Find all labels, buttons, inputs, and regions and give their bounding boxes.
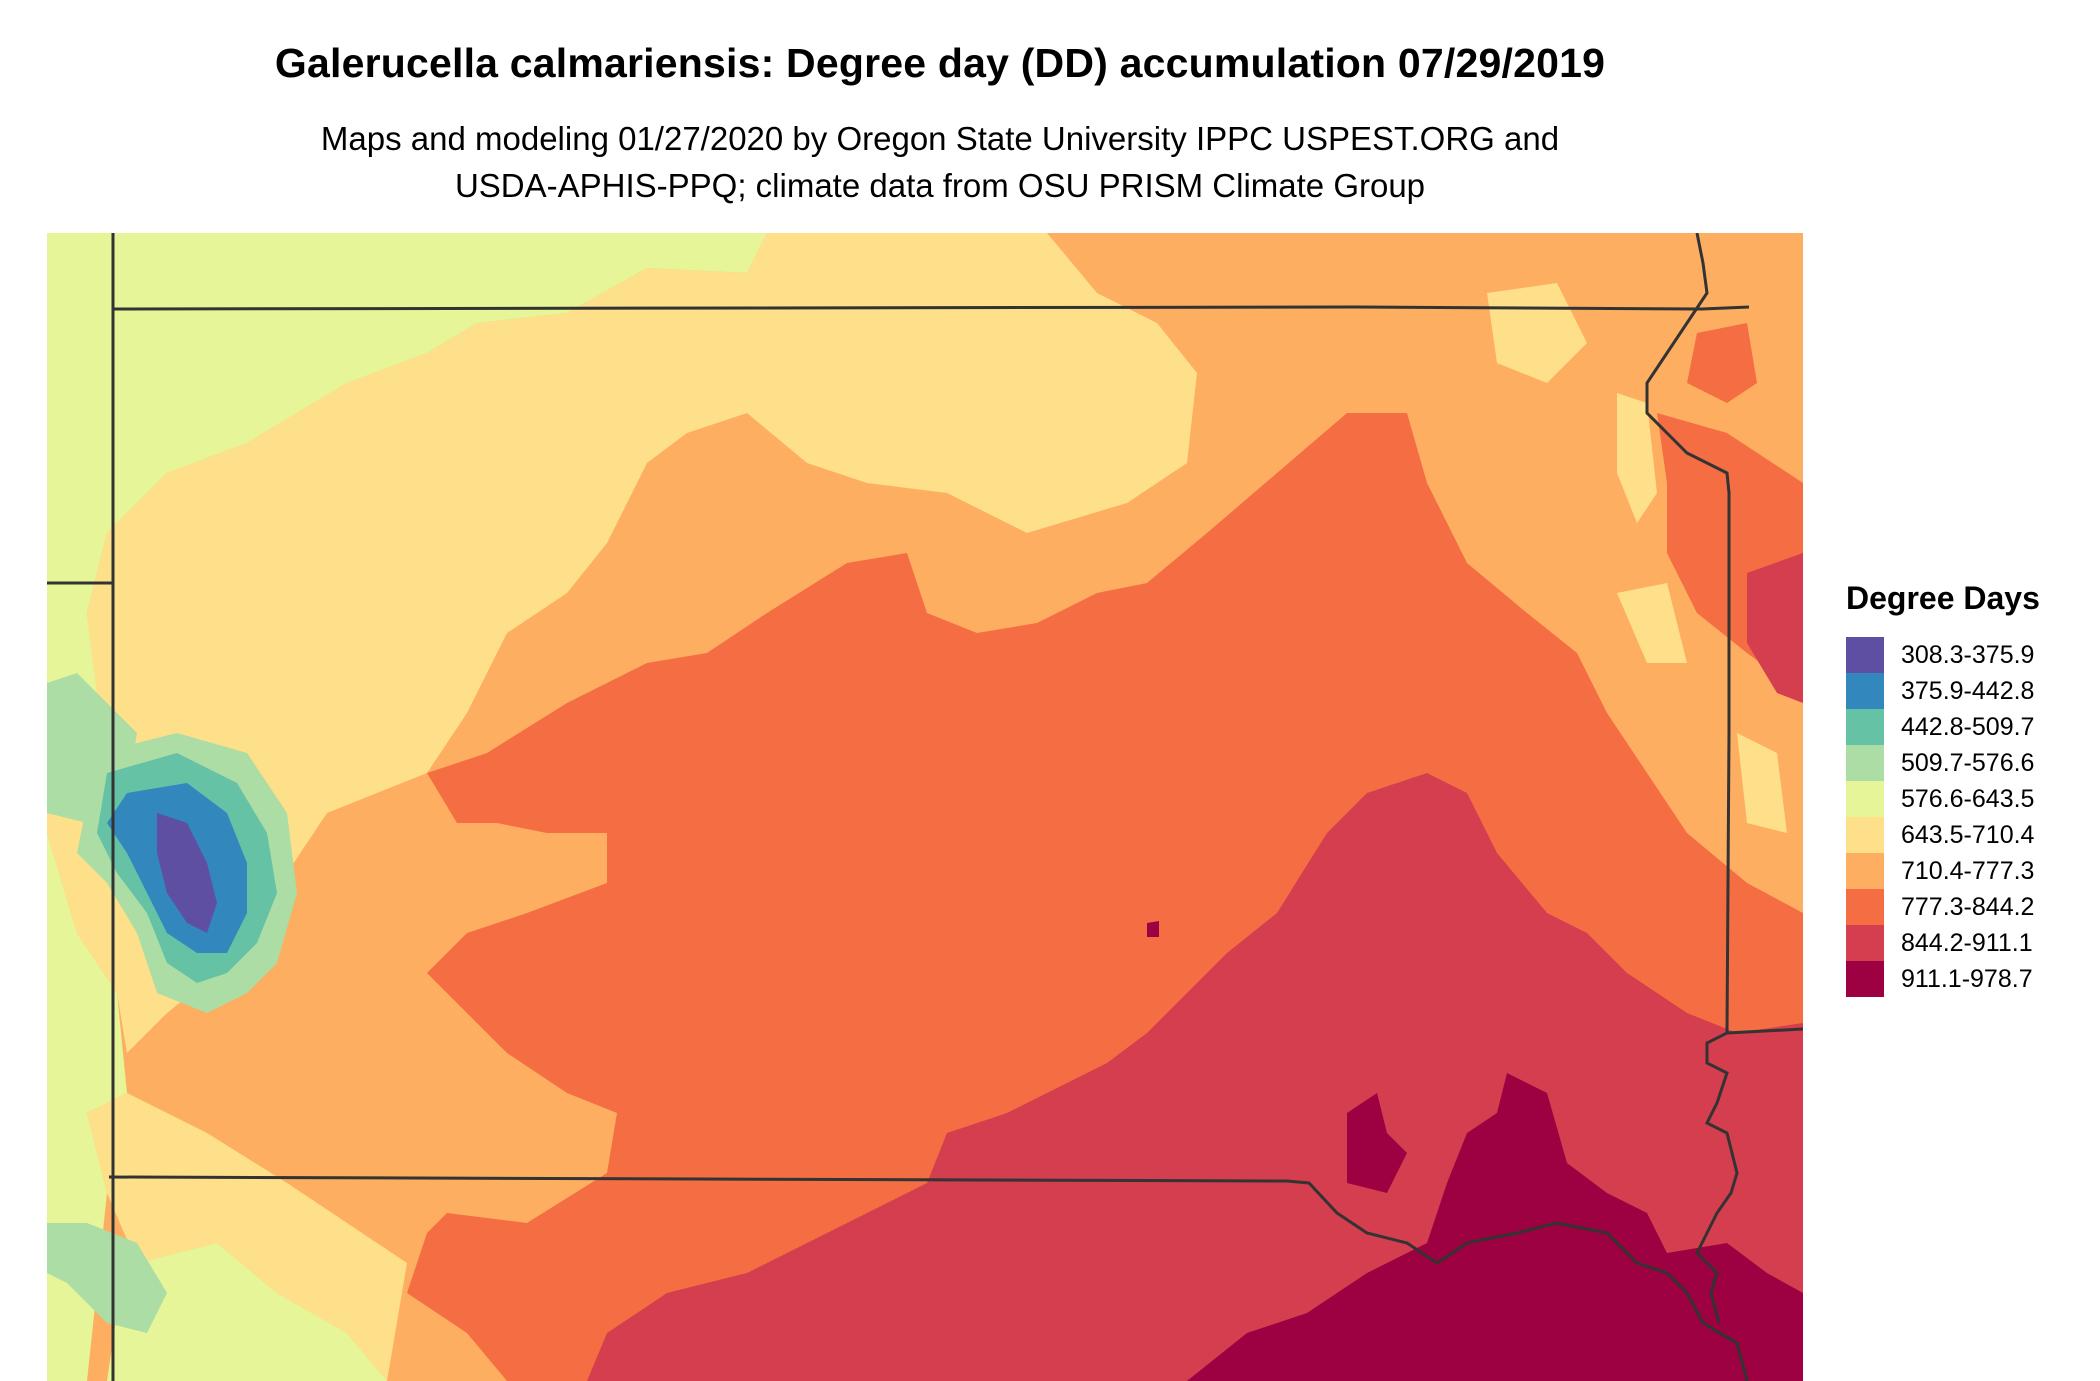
legend-item: 844.2-911.1 — [1846, 925, 2086, 961]
zone-southeast-maroon — [1187, 1073, 1803, 1381]
map-subtitle-line-1: Maps and modeling 01/27/2020 by Oregon S… — [320, 120, 1560, 157]
map-legend: Degree Days 308.3-375.9 375.9-442.8 442.8-… — [1846, 580, 2086, 997]
legend-label: 643.5-710.4 — [1901, 820, 2035, 849]
legend-swatch — [1846, 817, 1884, 853]
zone-west-green-2 — [107, 1243, 387, 1381]
legend-title: Degree Days — [1846, 580, 2040, 616]
legend-label: 576.6-643.5 — [1901, 784, 2035, 813]
border-east-river — [1645, 233, 1739, 1324]
legend-label: 911.1-978.7 — [1901, 964, 2033, 993]
legend-item: 911.1-978.7 — [1846, 961, 2086, 997]
legend-item: 442.8-509.7 — [1846, 709, 2086, 745]
zone-southwest-yellow — [87, 1093, 407, 1381]
legend-item: 777.3-844.2 — [1846, 889, 2086, 925]
legend-swatch — [1846, 745, 1884, 781]
legend-items: 308.3-375.9 375.9-442.8 442.8-509.7 509.7-5… — [1846, 637, 2086, 997]
legend-label: 777.3-844.2 — [1901, 892, 2035, 921]
legend-item: 375.9-442.8 — [1846, 673, 2086, 709]
zone-east-yellow-1 — [1617, 393, 1657, 523]
zone-central-maroon-speck — [1147, 921, 1159, 937]
legend-swatch — [1846, 961, 1884, 997]
legend-item: 308.3-375.9 — [1846, 637, 2086, 673]
legend-swatch — [1846, 781, 1884, 817]
legend-swatch — [1846, 673, 1884, 709]
legend-swatch — [1846, 925, 1884, 961]
legend-swatch — [1846, 637, 1884, 673]
legend-label: 509.7-576.6 — [1901, 748, 2035, 777]
legend-label: 375.9-442.8 — [1901, 676, 2035, 705]
legend-label: 308.3-375.9 — [1901, 640, 2035, 669]
border-north — [112, 305, 1750, 311]
legend-label: 442.8-509.7 — [1901, 712, 2035, 741]
legend-swatch — [1846, 889, 1884, 925]
legend-item: 643.5-710.4 — [1846, 817, 2086, 853]
zone-east-yellow-2 — [1617, 583, 1687, 663]
state-boundaries — [47, 233, 1803, 1381]
degree-day-map — [47, 233, 1803, 1381]
map-canvas — [47, 233, 1803, 1381]
legend-item: 509.7-576.6 — [1846, 745, 2086, 781]
legend-item: 576.6-643.5 — [1846, 781, 2086, 817]
legend-label: 844.2-911.1 — [1901, 928, 2033, 957]
zone-east-crimson — [1747, 553, 1803, 703]
legend-swatch — [1846, 853, 1884, 889]
map-title: Galerucella calmariensis: Degree day (DD… — [274, 40, 1606, 86]
border-southeast — [1726, 1027, 1803, 1035]
border-south — [108, 1175, 1749, 1381]
zone-east-yellow-4 — [1737, 733, 1787, 833]
legend-item: 710.4-777.3 — [1846, 853, 2086, 889]
zone-southwest-light-green — [47, 1223, 167, 1333]
zone-west-yellow — [47, 233, 1197, 1053]
zone-west-purple — [157, 813, 217, 933]
legend-swatch — [1846, 709, 1884, 745]
map-subtitle: Maps and modeling 01/27/2020 by Oregon S… — [0, 115, 1880, 209]
zone-west-green — [47, 233, 767, 1381]
legend-label: 710.4-777.3 — [1901, 856, 2035, 885]
map-subtitle-line-2: USDA-APHIS-PPQ; climate data from OSU PR… — [454, 167, 1426, 204]
zone-northeast-red-orange — [1687, 323, 1757, 403]
